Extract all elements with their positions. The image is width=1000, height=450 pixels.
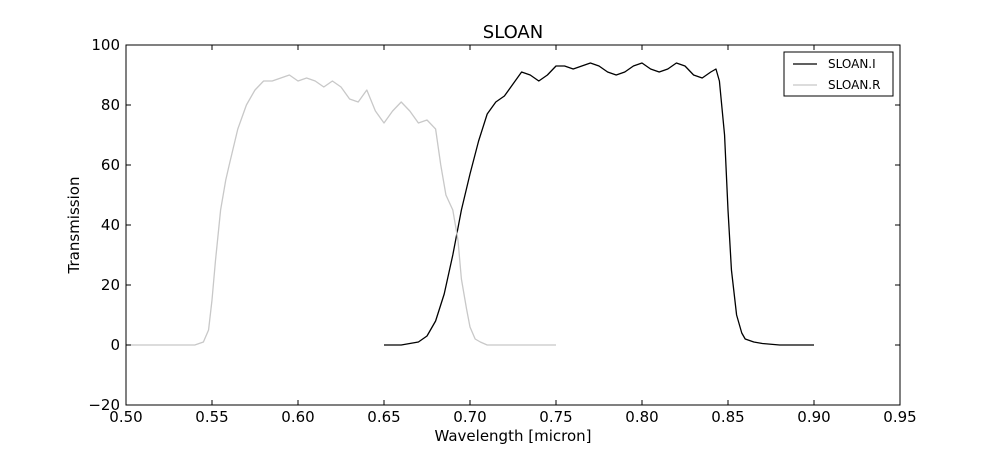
series-line-sloan-i [384,62,814,346]
y-tick-label: 20 [101,276,120,294]
x-tick-label: 0.75 [539,408,572,426]
x-tick-label: 0.60 [281,408,314,426]
x-axis-label: Wavelength [micron] [434,427,591,445]
x-tick-label: 0.70 [453,408,486,426]
x-tick-label: 0.85 [711,408,744,426]
y-tick-label: −20 [88,396,120,414]
ticks-layer: 0.50 0.55 0.60 0.65 0.70 0.75 0.80 0.85 0.90 0.95… [88,36,916,426]
x-tick-label: 0.95 [883,408,916,426]
x-tick-label: 0.80 [625,408,658,426]
x-tick-label: 0.65 [367,408,400,426]
legend-label: SLOAN.I [828,57,876,71]
series-line-sloan-r [126,74,556,346]
y-tick-label: 60 [101,156,120,174]
chart-title: SLOAN [483,22,543,43]
legend-box [783,51,894,97]
x-tick-label: 0.50 [109,408,142,426]
y-tick-label: 0 [110,336,120,354]
y-tick-label: 40 [101,216,120,234]
x-tick-label: 0.90 [797,408,830,426]
y-tick-label: 80 [101,96,120,114]
y-tick-label: 100 [91,36,120,54]
legend: SLOAN.I SLOAN.R [783,51,894,97]
plot-frame [125,44,901,406]
series-layer [126,62,814,346]
x-tick-label: 0.55 [195,408,228,426]
y-axis-label: Transmission [65,177,83,275]
legend-label: SLOAN.R [828,78,880,92]
